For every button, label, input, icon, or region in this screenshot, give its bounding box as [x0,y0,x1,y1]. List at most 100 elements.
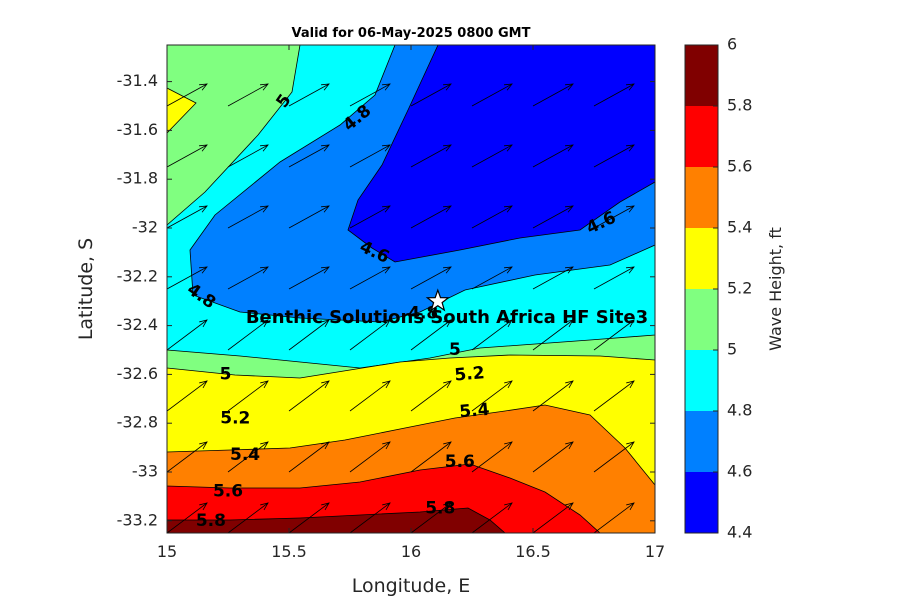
contour-region-1 [167,87,197,134]
chart-title: Valid for 06-May-2025 0800 GMT [292,26,531,41]
colorbar-segment [685,411,718,472]
site-marker-group: Benthic Solutions South Africa HF Site3 [246,288,648,328]
wave-vector [533,45,534,46]
colorbar-segment [685,289,718,350]
colorbar-tick-label: 5.8 [727,96,752,115]
wave-vector [410,319,452,351]
contour-label: 5.4 [230,445,260,465]
y-tick-label: -32.6 [117,364,158,383]
colorbar-tick-label: 5.2 [727,279,752,298]
wave-vector [593,502,635,533]
wave-vector [471,441,513,473]
wave-vector [227,205,269,229]
contour-label: 5 [449,340,461,360]
wave-vector [532,502,574,533]
contour-label: 4.8 [408,303,438,323]
wave-vector [410,502,452,533]
wave-vector [227,266,269,290]
contour-label: 5.6 [445,452,475,472]
colorbar-tick-label: 6 [727,35,737,54]
wave-vector [532,380,574,412]
x-tick-label: 16 [401,542,421,561]
wave-vector [288,380,330,412]
wave-vector [593,144,635,168]
y-tick-label: -33 [132,462,158,481]
wave-vector [532,144,574,168]
wave-vector [349,83,391,107]
contour-label: 5.6 [213,482,243,502]
colorbar-tick-label: 4.4 [727,523,752,542]
wave-vector [288,205,330,229]
contour-label: 5.8 [425,499,455,519]
wave-vector [594,45,595,46]
wave-vector [167,144,208,168]
contour-region-7 [167,463,601,533]
wave-vector [471,319,513,351]
wave-vector [227,319,269,351]
y-tick-label: -32 [132,218,158,237]
y-tick-label: -31.4 [117,71,158,90]
wave-vector [593,441,635,473]
wave-vector [532,205,574,229]
x-tick-label: 15 [157,542,177,561]
wave-direction-vectors [167,23,695,533]
wave-vector [593,266,635,290]
wave-vector [167,319,208,351]
colorbar-tick-label: 5 [727,340,737,359]
wave-vector [227,380,269,412]
wave-vector [167,45,168,46]
wave-vector [227,441,269,473]
colorbar-segment [685,106,718,167]
y-axis-label: Latitude, S [75,238,97,340]
wave-vector [349,205,391,229]
y-tick-label: -31.8 [117,169,158,188]
wave-vector [593,205,635,229]
wave-vector [532,83,574,107]
wave-vector [655,23,695,45]
wave-vector [593,83,635,107]
colorbar-label: Wave Height, ft [766,227,785,351]
wave-vector [227,83,269,107]
wave-vector [410,441,452,473]
wave-vector [471,502,513,533]
plot-axes: 15 15.5 16 16.5 17 -31.4 -31.6 -31.8 -32 -32.2 -32… [117,44,665,561]
wave-vector [593,319,635,351]
colorbar-tick-label: 4.8 [727,401,752,420]
colorbar-segment [685,228,718,289]
wave-vector [532,319,574,351]
x-tick-label: 15.5 [271,542,307,561]
contour-label: 5 [220,364,232,384]
y-tick-label: -32.4 [117,315,158,334]
site-label: Benthic Solutions South Africa HF Site3 [246,307,648,328]
wave-vector [410,83,452,107]
wave-vector [227,144,269,168]
contour-region-8 [167,507,506,533]
contour-label: 5.8 [196,511,226,531]
colorbar-segment [685,45,718,106]
colorbar-segment [685,167,718,228]
wave-vector [288,441,330,473]
wave-vector [167,266,208,290]
wave-vector [471,144,513,168]
colorbar-segment [685,350,718,411]
wave-vector [167,441,208,473]
contour-label: 5.2 [220,408,250,428]
x-axis-label: Longitude, E [352,575,471,597]
y-tick-label: -32.8 [117,413,158,432]
wave-vector [349,441,391,473]
colorbar: 4.4 4.6 4.8 5 5.2 5.4 5.6 5.8 6 [684,35,752,542]
wave-vector [471,205,513,229]
y-tick-label: -32.2 [117,266,158,285]
x-tick-label: 16.5 [515,542,551,561]
x-tick-label: 17 [645,542,665,561]
wave-vector [410,205,452,229]
wave-vector [349,502,391,533]
contour-region-4 [347,45,655,263]
contour-label: 5.4 [459,400,491,423]
colorbar-tick-label: 4.6 [727,462,752,481]
colorbar-tick-label: 5.6 [727,157,752,176]
wave-vector [593,380,635,412]
wave-vector [471,83,513,107]
wave-vector [228,45,229,46]
